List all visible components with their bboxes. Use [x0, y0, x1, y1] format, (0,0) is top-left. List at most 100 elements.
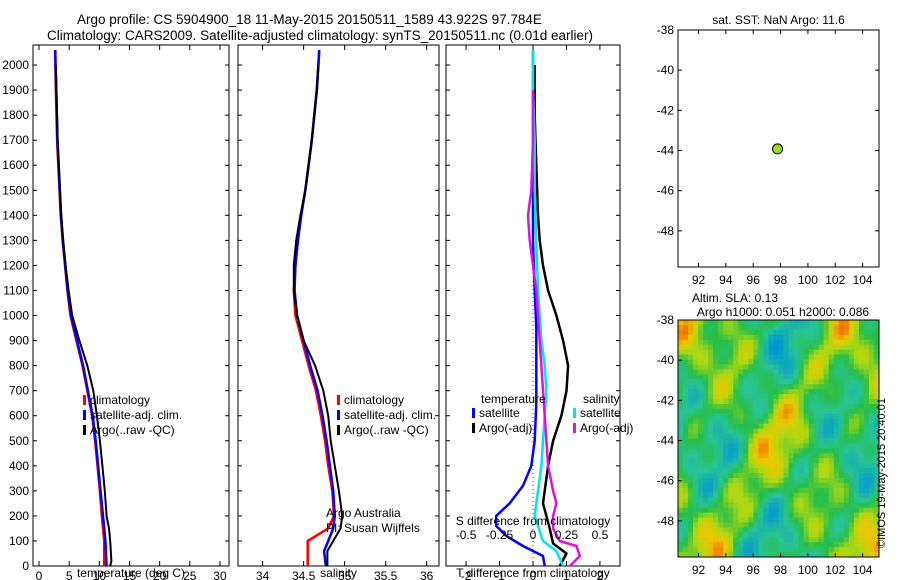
sla-cell: [698, 394, 704, 400]
sla-cell: [868, 478, 875, 484]
x-tick-label: 0: [530, 569, 537, 580]
sla-cell: [763, 364, 769, 370]
sla-cell: [838, 463, 845, 469]
sla-cell: [678, 438, 684, 444]
sla-cell: [793, 408, 800, 415]
sla-cell: [773, 399, 779, 405]
sla-cell: [803, 453, 810, 459]
sla-cell: [808, 458, 815, 464]
sla-cell: [858, 418, 865, 425]
sla-cell: [803, 359, 810, 365]
sla-cell: [748, 403, 754, 410]
sla-cell: [853, 502, 860, 509]
sla-cell: [813, 359, 820, 365]
sla-cell: [683, 487, 689, 494]
sla-cell: [818, 478, 825, 484]
sla-cell: [708, 473, 714, 479]
sla-cell: [793, 482, 800, 489]
sla-cell: [733, 379, 739, 385]
sla-cell: [763, 482, 769, 489]
sla-cell: [843, 349, 850, 355]
sla-cell: [868, 438, 875, 444]
sla-cell: [818, 537, 825, 543]
sla-cell: [708, 453, 714, 459]
sla-cell: [783, 433, 789, 439]
sla-cell: [763, 448, 769, 454]
sla-cell: [698, 473, 704, 479]
sla-cell: [828, 542, 835, 548]
y-tick-label: 700: [9, 384, 29, 398]
sla-cell: [863, 443, 870, 449]
secondary-x-tick-label: 0: [530, 528, 537, 542]
sla-cell: [698, 547, 704, 553]
sla-cell: [718, 443, 724, 449]
sla-cell: [748, 399, 754, 405]
sla-cell: [738, 359, 744, 365]
sla-cell: [768, 512, 774, 518]
sla-cell: [863, 399, 870, 405]
sla-cell: [718, 403, 724, 410]
sla-cell: [783, 482, 789, 489]
sla-cell: [703, 379, 709, 385]
sla-cell: [698, 320, 704, 326]
sla-cell: [828, 482, 835, 489]
sla-cell: [823, 403, 830, 410]
sla-cell: [738, 478, 744, 484]
sla-cell: [758, 433, 764, 439]
sla-cell: [738, 384, 744, 390]
sla-cell: [718, 324, 724, 331]
sla-cell: [803, 334, 810, 341]
sla-cell: [733, 512, 739, 518]
sla-cell: [793, 507, 800, 513]
sla-cell: [733, 547, 739, 553]
sla-cell: [838, 369, 845, 375]
sla-cell: [693, 552, 699, 558]
sla-cell: [693, 364, 699, 370]
sla-cell: [713, 320, 719, 326]
sla-cell: [763, 374, 769, 380]
sla-cell: [703, 473, 709, 479]
sla-cell: [768, 394, 774, 400]
sla-cell: [758, 497, 764, 504]
sla-cell: [763, 502, 769, 509]
sla-cell: [788, 487, 794, 494]
sla-cell: [718, 532, 724, 538]
sla-cell: [703, 502, 709, 509]
sla-cell: [873, 527, 880, 533]
sla-cell: [813, 537, 820, 543]
sla-cell: [843, 329, 850, 336]
sla-cell: [868, 320, 875, 326]
sla-cell: [798, 394, 805, 400]
sla-cell: [743, 443, 749, 449]
difference-series-2: [531, 50, 565, 567]
sla-cell: [848, 428, 855, 434]
sla-cell: [703, 344, 709, 351]
sla-cell: [688, 542, 694, 548]
imos-timestamp: ©IMOS 19-May-2015 20:40:01: [876, 398, 888, 548]
sla-cell: [768, 468, 774, 474]
sla-cell: [688, 487, 694, 494]
sla-cell: [873, 364, 880, 370]
sla-cell: [773, 497, 779, 504]
sla-cell: [803, 497, 810, 504]
sla-cell: [838, 552, 845, 558]
sla-cell: [708, 428, 714, 434]
sla-cell: [858, 408, 865, 415]
sla-cell: [773, 458, 779, 464]
sla-cell: [738, 547, 744, 553]
sla-cell: [728, 473, 734, 479]
sla-cell: [868, 497, 875, 504]
sla-cell: [778, 443, 784, 449]
sla-cell: [788, 512, 794, 518]
sla-cell: [828, 552, 835, 558]
sla-cell: [708, 458, 714, 464]
sla-cell: [773, 542, 779, 548]
sla-cell: [688, 418, 694, 425]
sla-cell: [753, 507, 759, 513]
sla-cell: [698, 458, 704, 464]
sla-cell: [753, 408, 759, 415]
sla-cell: [833, 433, 840, 439]
sla-cell: [698, 443, 704, 449]
sla-cell: [743, 438, 749, 444]
sla-cell: [818, 492, 825, 499]
